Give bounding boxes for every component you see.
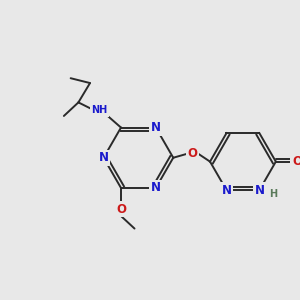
Text: H: H — [269, 189, 277, 199]
Text: N: N — [221, 184, 232, 196]
Text: NH: NH — [92, 105, 108, 115]
Text: O: O — [292, 155, 300, 168]
Text: N: N — [151, 182, 161, 194]
Text: O: O — [116, 203, 126, 216]
Text: N: N — [151, 121, 161, 134]
Text: N: N — [99, 151, 109, 164]
Text: O: O — [188, 147, 198, 161]
Text: N: N — [254, 184, 264, 196]
